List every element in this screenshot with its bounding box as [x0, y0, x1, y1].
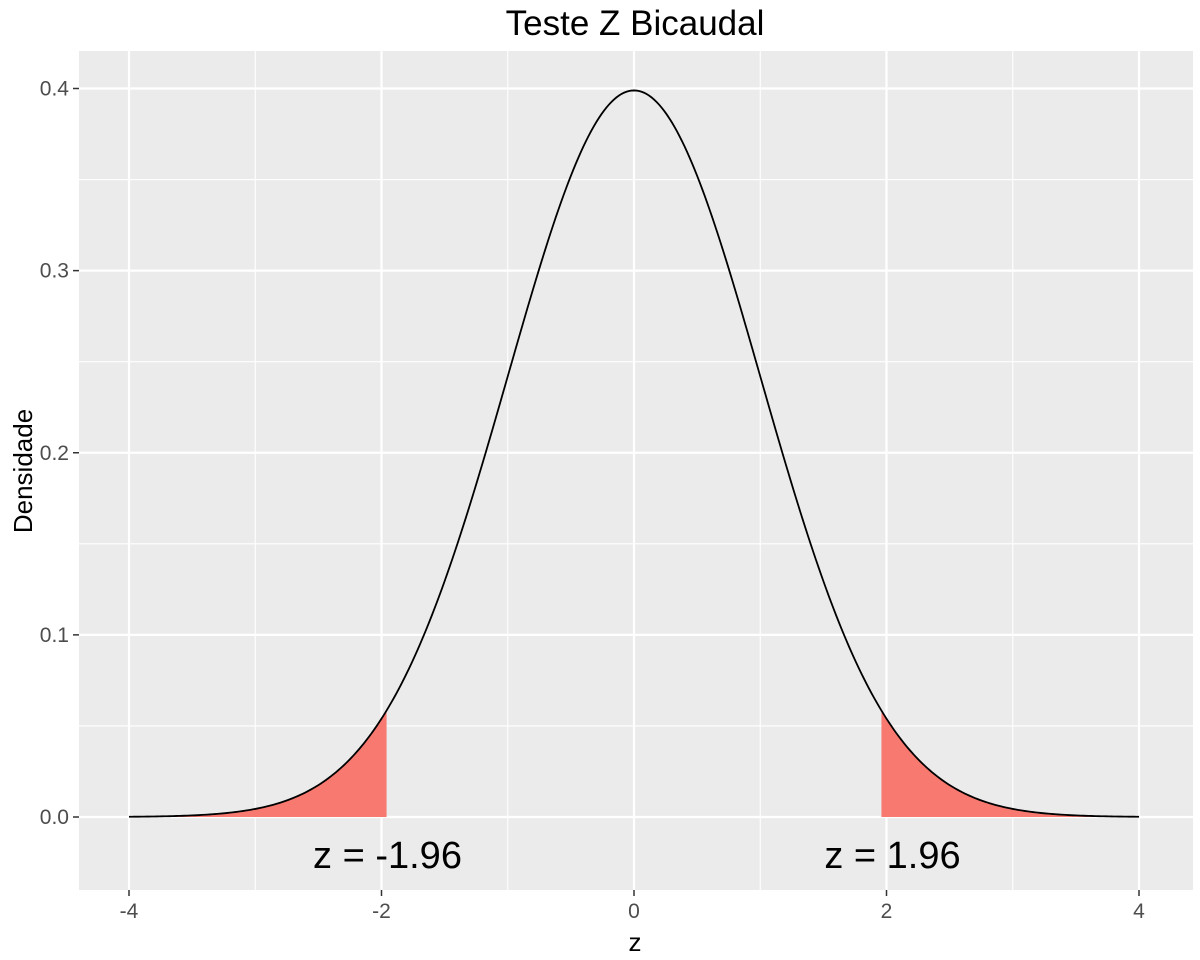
- y-tick-label: 0.4: [40, 78, 70, 101]
- annotation-right: z = 1.96: [824, 835, 960, 877]
- x-tick-label: 2: [881, 900, 893, 923]
- shaded-region-right-tail: [881, 710, 1139, 817]
- x-axis-ticks: -4 -2 0 2 4: [120, 890, 1145, 923]
- annotations: z = -1.96 z = 1.96: [313, 835, 961, 877]
- y-tick-label: 0.3: [40, 260, 69, 283]
- x-tick-label: -4: [120, 900, 139, 923]
- y-axis-title: Densidade: [8, 409, 38, 533]
- curve-layer: [128, 89, 1140, 818]
- grid-minor: [79, 51, 1193, 890]
- y-tick-label: 0.2: [40, 442, 69, 465]
- shaded-regions: [129, 710, 1139, 817]
- shaded-region-left-tail: [129, 710, 387, 817]
- y-tick-label: 0.0: [40, 806, 69, 829]
- annotation-left: z = -1.96: [313, 835, 462, 877]
- x-axis-title: z: [629, 927, 642, 957]
- x-tick-label: 0: [628, 900, 640, 923]
- y-axis-ticks: 0.0 0.1 0.2 0.3 0.4: [40, 78, 79, 829]
- chart-title: Teste Z Bicaudal: [506, 4, 765, 43]
- plot-panel: [79, 51, 1193, 890]
- y-tick-label: 0.1: [40, 624, 69, 647]
- x-tick-label: 4: [1133, 900, 1145, 923]
- x-tick-label: -2: [372, 900, 391, 923]
- density-curve: [128, 89, 1140, 818]
